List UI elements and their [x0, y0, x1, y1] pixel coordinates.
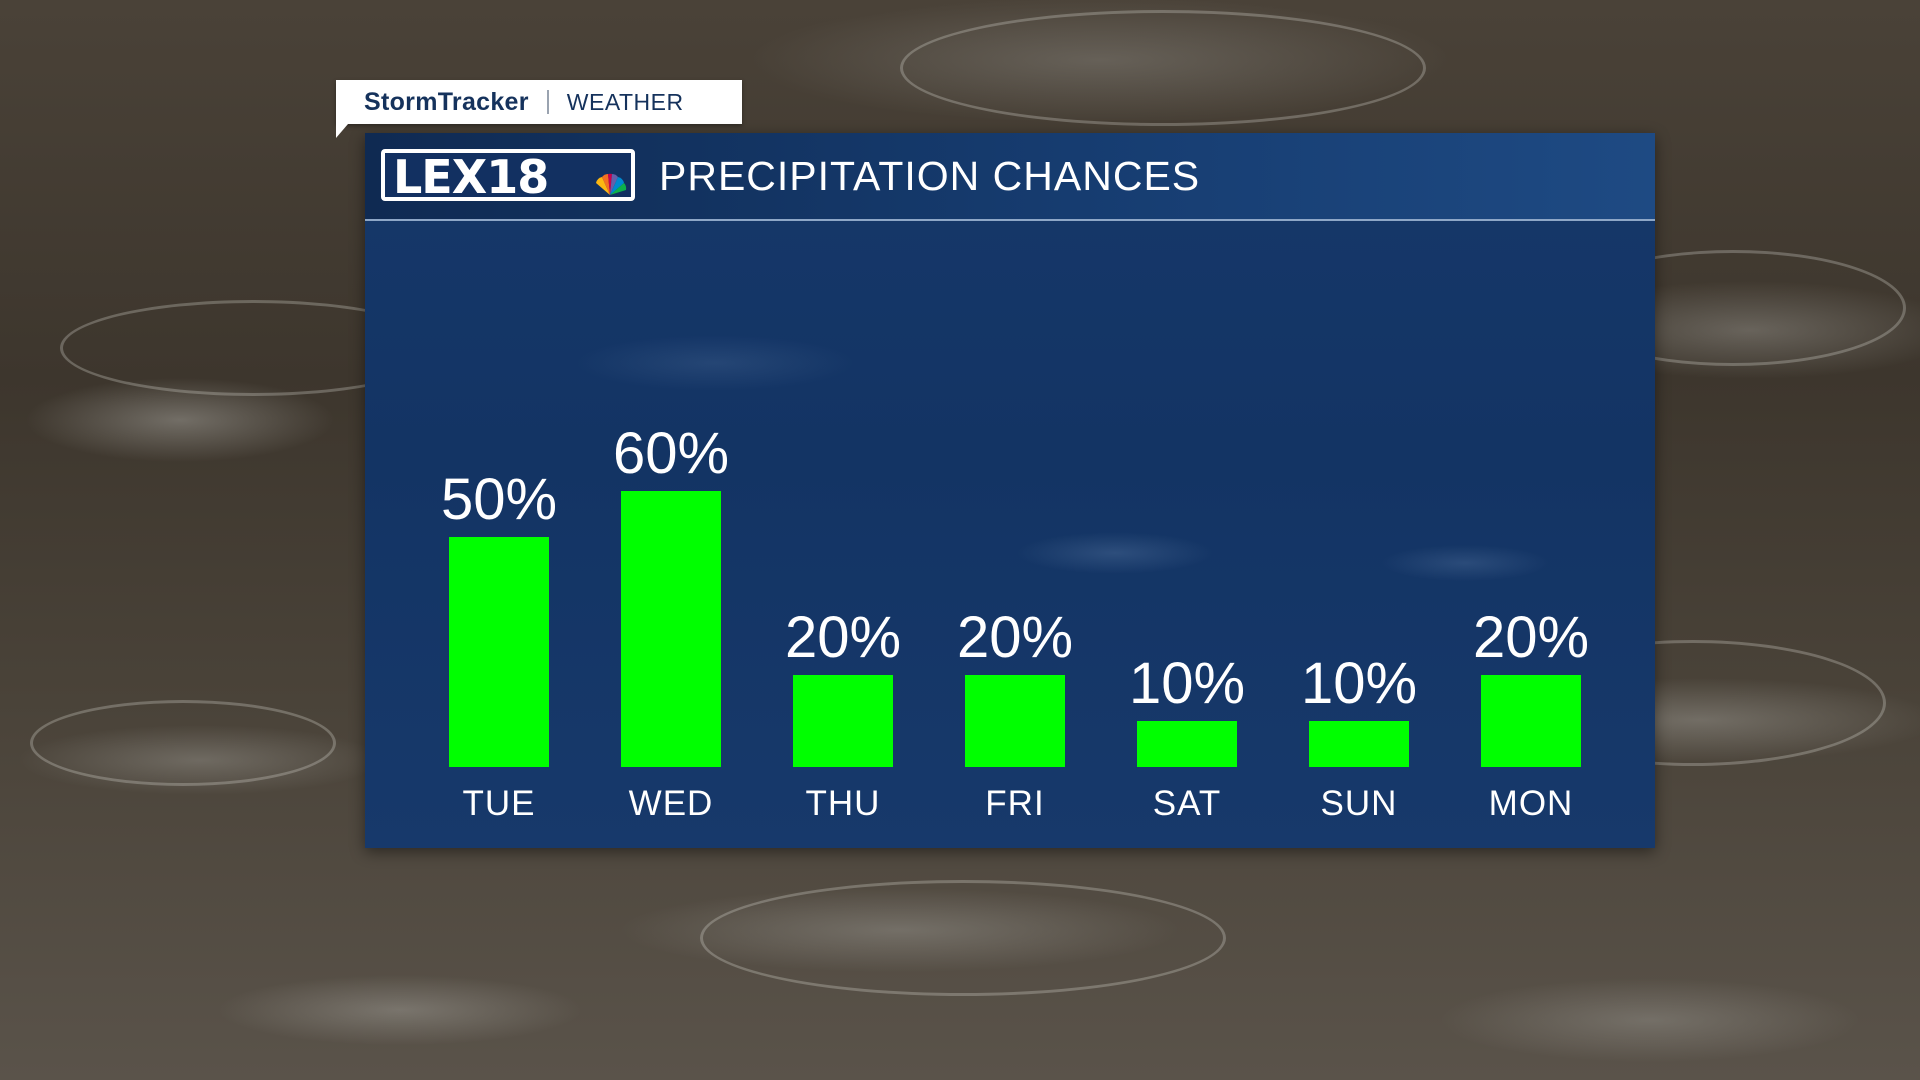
value-label-tue: 50% [441, 467, 557, 532]
rain-ripple [700, 880, 1226, 996]
value-label-wed: 60% [613, 421, 729, 486]
day-label-sun: SUN [1321, 784, 1398, 823]
station-logo: LEX18 [381, 149, 635, 201]
value-label-sat: 10% [1129, 651, 1245, 716]
value-label-sun: 10% [1301, 651, 1417, 716]
day-label-wed: WED [629, 784, 714, 823]
panel-header: LEX18 PRECIPITATION CHANCES [365, 133, 1655, 221]
bar-wed [621, 491, 721, 767]
chart-title: PRECIPITATION CHANCES [659, 153, 1201, 199]
bar-sun [1309, 721, 1409, 767]
bar-tue [449, 537, 549, 767]
value-label-mon: 20% [1473, 605, 1589, 670]
value-label-thu: 20% [785, 605, 901, 670]
day-label-thu: THU [806, 784, 881, 823]
peacock-icon [596, 173, 627, 195]
rain-ripple [900, 10, 1426, 126]
day-label-tue: TUE [463, 784, 536, 823]
forecast-panel: LEX18 PRECIPITATION CHANCES 50% TUE 60% WED… [365, 133, 1655, 848]
station-logo-text: LEX18 [393, 150, 549, 201]
brand-section: WEATHER [566, 88, 684, 115]
bar-thu [793, 675, 893, 767]
brand-tab: StormTracker WEATHER [336, 80, 742, 138]
precipitation-bar-chart: 50% TUE 60% WED 20% THU 20% FRI 10% SAT 10% SUN 20% M… [441, 421, 1589, 823]
day-label-sat: SAT [1153, 784, 1221, 823]
brand-divider [546, 90, 549, 114]
bar-fri [965, 675, 1065, 767]
bar-sat [1137, 721, 1237, 767]
value-label-fri: 20% [957, 605, 1073, 670]
day-label-mon: MON [1489, 784, 1574, 823]
bar-mon [1481, 675, 1581, 767]
rain-ripple [30, 700, 336, 786]
brand-name: StormTracker [364, 87, 529, 116]
day-label-fri: FRI [985, 784, 1044, 823]
